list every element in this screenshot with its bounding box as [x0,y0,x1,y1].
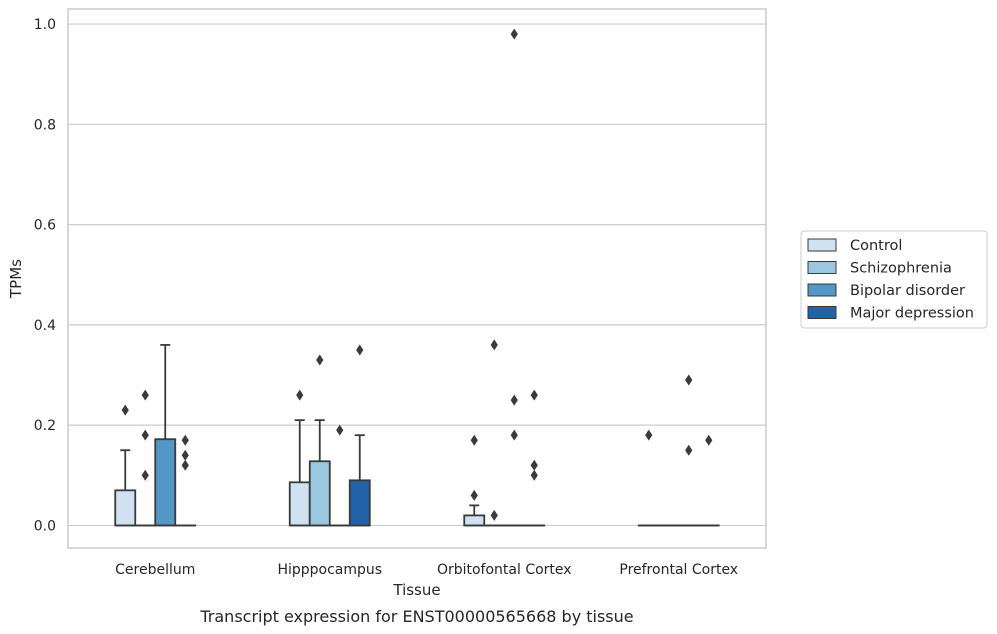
outlier-point [316,354,324,366]
y-tick-label: 0.0 [34,518,56,534]
box-bipolar-disorder [154,344,177,527]
box-major-depression [348,344,371,527]
x-axis-ticks: Cerebellum Hipppocampus Orbitofontal Corte… [115,562,738,578]
outlier-point [510,394,518,406]
outlier-point [181,459,189,471]
box-bipolar-disorder [677,374,700,527]
legend-swatch [807,238,837,252]
box-body [308,460,331,527]
y-axis-label: TPMs [7,259,25,299]
outlier-point [530,469,538,481]
outlier-point [141,429,149,441]
outlier-point [530,389,538,401]
outlier-point [121,404,129,416]
outlier-point [356,344,364,356]
outlier-point [510,28,518,40]
y-tick-label: 0.8 [34,117,56,133]
box-body [154,438,177,527]
box-control [288,389,311,527]
outlier-point [705,434,713,446]
box-major-depression [697,434,720,527]
chart-caption: Transcript expression for ENST0000056566… [199,607,633,626]
outlier-point [685,444,693,456]
legend: Control Schizophrenia Bipolar disorder Majo… [800,230,988,329]
x-tick-label: Hipppocampus [277,562,382,578]
outlier-point [181,449,189,461]
legend-label: Bipolar disorder [850,283,965,299]
legend-label: Control [850,238,902,254]
outlier-point [685,374,693,386]
box-body [463,514,486,527]
outlier-point [510,429,518,441]
legend-frame [800,230,988,329]
x-axis-label: Tissue [392,581,440,599]
y-tick-label: 0.4 [34,318,56,334]
box-major-depression [523,389,546,527]
legend-label: Schizophrenia [850,261,952,277]
legend-swatch [807,261,837,274]
legend-swatch [807,283,837,297]
outlier-point [470,434,478,446]
box-schizophrenia [483,339,506,527]
legend-swatch [807,306,837,319]
box-schizophrenia [308,354,331,527]
box-body [114,489,137,527]
x-tick-label: Orbitofontal Cortex [437,562,572,578]
box-body [288,481,311,527]
outlier-point [141,389,149,401]
outlier-point [336,424,344,436]
box-bipolar-disorder [503,28,526,527]
outlier-point [141,469,149,481]
outlier-point [645,429,653,441]
box-control [637,429,660,527]
y-tick-label: 0.6 [34,218,56,234]
box-bipolar-disorder [328,424,351,527]
outlier-point [490,509,498,521]
y-tick-label: 0.2 [34,418,56,434]
box-schizophrenia [134,389,157,527]
box-groups [114,28,720,527]
outlier-point [296,389,304,401]
outlier-point [181,434,189,446]
box-control [114,404,137,527]
outlier-point [470,489,478,501]
box-major-depression [174,434,197,527]
outlier-point [490,339,498,351]
y-axis-ticks: 0.0 0.2 0.4 0.6 0.8 1.0 [34,17,56,534]
x-tick-label: Cerebellum [115,562,195,578]
box-control [463,434,486,527]
legend-label: Major depression [850,306,974,322]
plot-frame [67,8,767,549]
box-body [348,479,371,527]
outlier-point [530,459,538,471]
y-tick-label: 1.0 [34,17,56,33]
x-tick-label: Prefrontal Cortex [619,562,738,578]
